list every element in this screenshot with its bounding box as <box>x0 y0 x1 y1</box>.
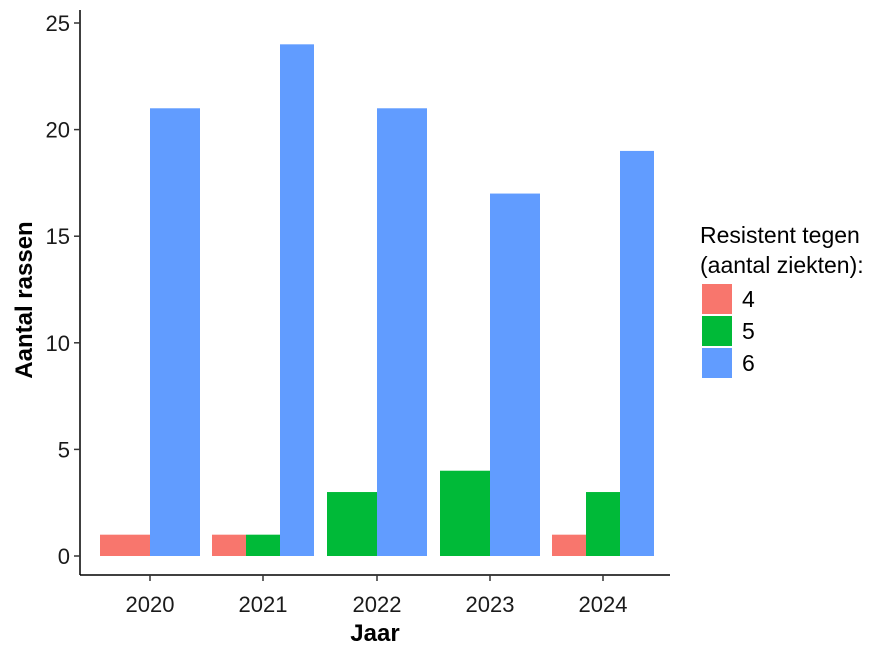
legend-label-5: 5 <box>742 318 755 344</box>
x-axis-title: Jaar <box>350 620 399 646</box>
x-ticks-group: 2020 2021 2022 2023 2024 <box>126 575 628 617</box>
bar-2022-6 <box>377 108 427 556</box>
bar-2023-6 <box>490 193 540 556</box>
bar-2024-6 <box>620 150 654 557</box>
legend-items: 4 5 6 <box>702 284 755 378</box>
legend-label-4: 4 <box>742 286 755 312</box>
bar-2024-5 <box>586 492 620 556</box>
legend-swatch-6 <box>702 348 732 378</box>
legend: Resistent tegen (aantal ziekten): 4 5 6 <box>700 222 864 378</box>
y-tick-label: 25 <box>46 11 70 36</box>
bar-2021-6 <box>280 44 314 556</box>
x-tick-label: 2020 <box>126 592 175 617</box>
y-tick-label: 5 <box>58 437 70 462</box>
x-tick-label: 2023 <box>466 592 515 617</box>
legend-title-line1: Resistent tegen <box>700 222 860 248</box>
legend-title-line2: (aantal ziekten): <box>700 252 864 278</box>
x-tick-label: 2022 <box>353 592 402 617</box>
y-ticks-group: 0 5 10 15 20 25 <box>46 11 80 569</box>
y-axis-title: Aantal rassen <box>11 221 38 378</box>
y-tick-label: 20 <box>46 118 70 143</box>
legend-label-6: 6 <box>742 350 755 376</box>
y-tick-label: 15 <box>46 224 70 249</box>
x-tick-label: 2021 <box>239 592 288 617</box>
bar-2024-4 <box>552 534 586 556</box>
bar-2023-5 <box>440 470 490 556</box>
y-tick-label: 10 <box>46 331 70 356</box>
legend-swatch-4 <box>702 284 732 314</box>
x-tick-label: 2024 <box>579 592 628 617</box>
bar-2022-5 <box>327 492 377 556</box>
bars-group <box>100 44 654 557</box>
bar-2020-4 <box>100 534 150 556</box>
legend-swatch-5 <box>702 316 732 346</box>
bar-2021-5 <box>246 534 280 556</box>
bar-2021-4 <box>212 534 246 556</box>
bar-2020-6 <box>150 108 200 556</box>
y-tick-label: 0 <box>58 544 70 569</box>
